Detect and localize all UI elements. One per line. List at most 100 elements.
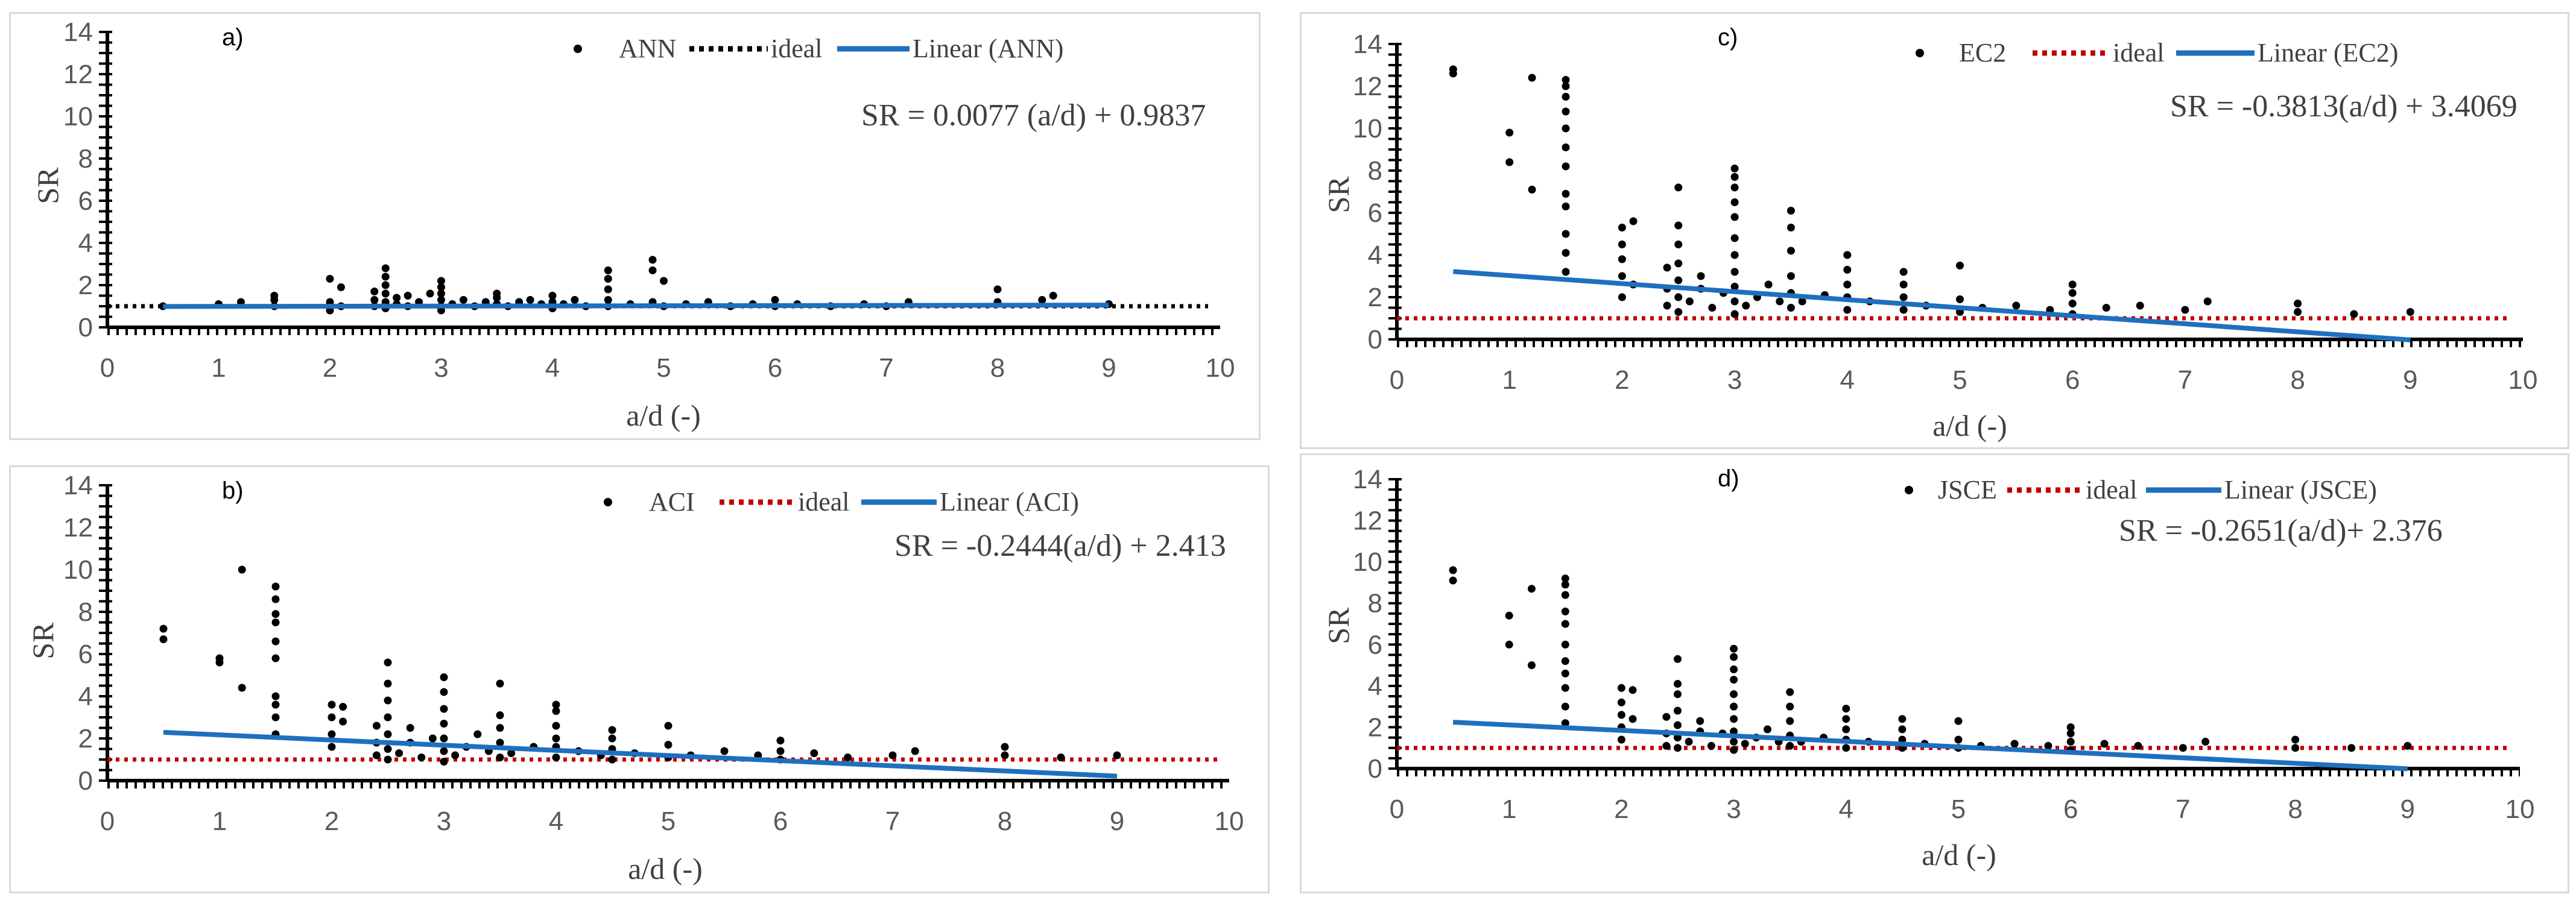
data-point-d [1954, 735, 1963, 744]
data-point-a [381, 272, 390, 281]
legend-label-fit-a: Linear (ANN) [913, 34, 1063, 63]
data-point-a [604, 275, 612, 283]
data-point-d [1561, 669, 1569, 678]
data-point-d [2291, 744, 2300, 752]
data-point-a [660, 277, 668, 285]
x-tick-label-b: 0 [100, 807, 115, 836]
y-tick-label-d: 12 [1353, 506, 1382, 536]
data-point-a [270, 292, 279, 300]
data-point-c [1674, 259, 1683, 268]
data-point-c [1899, 280, 1908, 289]
x-tick-label-c: 4 [1840, 365, 1855, 395]
data-point-d [1730, 653, 1738, 661]
x-tick-label-c: 0 [1390, 365, 1404, 395]
data-point-d [1730, 690, 1738, 699]
legend-marker-c [1916, 49, 1924, 57]
equation-d: SR = -0.2651(a/d)+ 2.376 [2119, 514, 2443, 548]
data-point-c [1776, 297, 1784, 306]
data-point-b [328, 713, 336, 722]
data-point-b [271, 654, 280, 662]
data-point-c [1562, 107, 1570, 116]
y-tick-label-c: 6 [1368, 198, 1382, 228]
data-point-c [2181, 306, 2189, 314]
data-point-c [1663, 301, 1671, 310]
data-point-c [1956, 295, 1964, 303]
x-tick-label-b: 2 [324, 807, 339, 836]
y-tick-label-b: 14 [63, 471, 93, 500]
data-point-c [1786, 272, 1795, 280]
data-point-c [1449, 65, 1457, 74]
data-point-a [548, 292, 557, 300]
data-point-d [1898, 725, 1907, 734]
data-point-c [1843, 306, 1852, 314]
data-point-c [1562, 203, 1570, 210]
data-point-c [1562, 249, 1570, 257]
data-point-c [1786, 207, 1795, 215]
data-point-b [451, 751, 460, 760]
data-point-a [604, 266, 612, 274]
data-point-c [1843, 251, 1852, 259]
data-point-b [384, 755, 392, 764]
data-point-b [440, 734, 448, 743]
data-point-a [381, 264, 390, 272]
data-point-c [1786, 247, 1795, 255]
data-point-c [1618, 293, 1626, 301]
y-tick-label-b: 2 [78, 724, 93, 754]
y-tick-label-b: 8 [78, 597, 93, 627]
panel-label-d: d) [1718, 465, 1739, 492]
data-point-b [776, 747, 785, 755]
x-tick-label-a: 0 [100, 353, 115, 383]
x-tick-label-a: 10 [1206, 353, 1235, 383]
data-point-a [381, 289, 390, 298]
legend-marker-b [604, 498, 612, 506]
data-point-b [328, 730, 336, 738]
y-tick-label-a: 14 [63, 17, 93, 47]
data-point-c [1786, 224, 1795, 231]
x-tick-label-d: 7 [2176, 794, 2190, 824]
data-point-b [507, 749, 516, 757]
data-point-c [1843, 280, 1852, 289]
data-point-a [993, 285, 1002, 294]
data-point-d [1730, 727, 1738, 735]
data-point-a [459, 296, 467, 304]
data-point-d [1561, 702, 1569, 711]
x-tick-label-b: 4 [549, 807, 563, 836]
data-point-c [2203, 297, 2212, 306]
x-tick-label-d: 6 [2063, 794, 2078, 824]
y-tick-label-a: 0 [78, 313, 93, 342]
data-point-d [1707, 741, 1715, 750]
legend-label-marker-b: ACI [649, 487, 695, 517]
data-point-d [1617, 698, 1625, 706]
data-point-b [608, 755, 616, 764]
data-point-d [1628, 686, 1637, 694]
data-point-b [384, 713, 392, 722]
chart-panel-a: 0 2 4 6 8 10 12 14 0 1 2 3 4 5 6 7 8 9 10 a) SR a/d (-) AN… [9, 12, 1261, 440]
data-point-c [2406, 308, 2414, 316]
panel-label-b: b) [222, 477, 244, 504]
data-point-d [1505, 640, 1513, 649]
data-point-c [1798, 297, 1806, 306]
data-point-d [1842, 715, 1850, 723]
data-point-d [1842, 744, 1850, 752]
data-point-c [1730, 213, 1739, 221]
data-point-c [1505, 158, 1514, 166]
x-tick-label-b: 7 [885, 807, 900, 836]
chart-panel-d: 0 2 4 6 8 10 12 14 0 1 2 3 4 5 6 7 8 9 10 d) SR a/d (-) JS… [1300, 453, 2569, 893]
data-point-b [271, 582, 280, 591]
y-tick-label-d: 4 [1368, 672, 1382, 701]
data-point-d [2404, 741, 2412, 750]
data-point-d [1898, 715, 1907, 723]
x-tick-label-a: 4 [545, 353, 560, 383]
y-tick-label-a: 8 [78, 144, 93, 174]
x-axis-title-b: a/d (-) [628, 852, 703, 886]
chart-panel-b: 0 2 4 6 8 10 12 14 0 1 2 3 4 5 6 7 8 9 10 b) SR a/d (-) AC… [9, 465, 1270, 893]
data-point-a [337, 283, 345, 291]
data-point-d [1561, 719, 1569, 728]
data-point-c [1899, 306, 1908, 314]
x-tick-label-a: 6 [768, 353, 782, 383]
data-point-b [384, 730, 392, 738]
data-point-a [437, 289, 445, 298]
x-tick-label-a: 3 [434, 353, 448, 383]
data-point-c [1618, 241, 1626, 248]
